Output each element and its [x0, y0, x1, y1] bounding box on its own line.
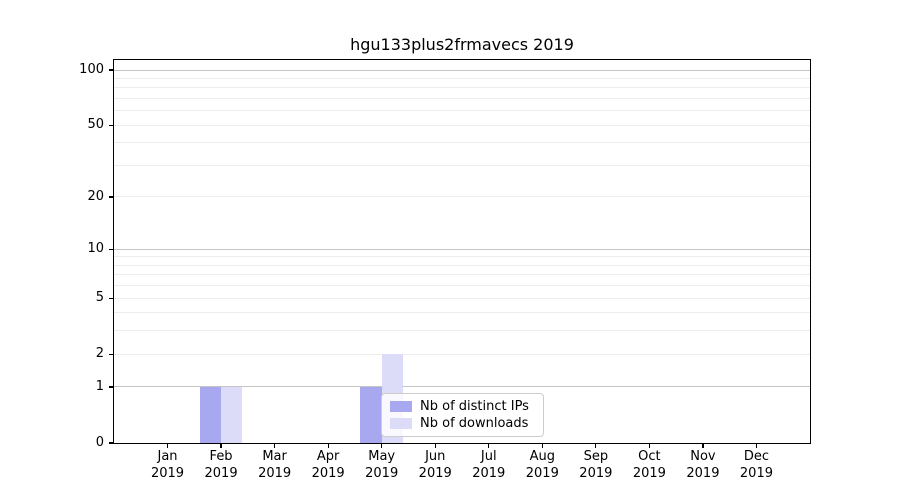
- x-tick-label: Jul 2019: [472, 449, 506, 481]
- gridline-minor: [114, 196, 810, 198]
- legend-entry-distinct-ips: Nb of distinct IPs: [390, 399, 535, 415]
- y-tick-label: 100: [79, 62, 104, 77]
- y-tick-label: 5: [95, 290, 104, 306]
- gridline-minor: [114, 285, 810, 287]
- x-tick: [541, 443, 543, 448]
- x-tick-label: Feb 2019: [204, 449, 238, 481]
- y-tick-label: 0: [95, 435, 104, 450]
- legend-swatch: [390, 401, 412, 412]
- y-tick: [109, 69, 114, 71]
- gridline-minor: [114, 97, 810, 99]
- x-tick: [327, 443, 329, 448]
- y-tick-label: 20: [87, 188, 104, 204]
- gridline-major: [114, 386, 810, 388]
- x-tick-label: Jan 2019: [150, 449, 185, 481]
- legend-label-downloads: Nb of downloads: [420, 415, 529, 431]
- gridline-major: [114, 248, 810, 250]
- y-tick-label: 50: [87, 117, 104, 133]
- y-tick: [109, 353, 114, 355]
- y-tick-label: 2: [95, 346, 104, 362]
- gridline-minor: [114, 264, 810, 266]
- gridline-minor: [114, 164, 810, 166]
- x-tick-label: Jun 2019: [418, 449, 452, 481]
- legend-entry-downloads: Nb of downloads: [390, 416, 535, 432]
- y-tick: [109, 297, 114, 299]
- x-tick: [702, 443, 704, 448]
- gridline-major: [114, 69, 810, 71]
- x-tick: [755, 443, 758, 448]
- x-tick: [166, 443, 169, 448]
- x-tick-label: Dec 2019: [739, 449, 773, 481]
- gridline-minor: [114, 142, 810, 144]
- gridline-minor: [114, 312, 810, 314]
- x-tick: [381, 443, 383, 448]
- bar-distinct-ips: [199, 386, 222, 443]
- y-tick: [109, 248, 114, 250]
- gridline-minor: [114, 124, 810, 126]
- gridline-minor: [114, 87, 810, 89]
- gridline-minor: [114, 297, 810, 299]
- x-tick-label: Sep 2019: [579, 449, 613, 481]
- y-tick-label: 1: [95, 378, 104, 394]
- gridline-minor: [114, 353, 810, 355]
- gridline-minor: [114, 330, 810, 332]
- x-tick: [274, 443, 276, 448]
- gridline-minor: [114, 77, 810, 79]
- y-tick: [109, 442, 114, 444]
- y-tick-label: 10: [87, 241, 104, 257]
- gridline-minor: [114, 274, 810, 276]
- x-tick-label: Oct 2019: [632, 449, 666, 481]
- x-tick-label: Nov 2019: [686, 449, 720, 481]
- y-tick: [109, 124, 114, 126]
- x-tick-label: May 2019: [365, 449, 399, 481]
- x-tick: [648, 443, 650, 448]
- x-tick-label: Apr 2019: [311, 449, 345, 481]
- x-tick: [488, 443, 490, 448]
- plot-area: Nb of distinct IPs Nb of downloads 0 1 2 5 1…: [79, 59, 811, 481]
- y-tick: [109, 386, 114, 388]
- y-tick: [109, 196, 114, 198]
- x-tick: [595, 443, 597, 448]
- gridline-minor: [114, 256, 810, 258]
- gridline-minor: [114, 110, 810, 112]
- legend-label-distinct-ips: Nb of distinct IPs: [420, 398, 529, 414]
- bar-downloads: [221, 386, 243, 443]
- chart-title: hgu133plus2frmavecs 2019: [350, 35, 574, 54]
- x-tick: [220, 443, 222, 448]
- bar-distinct-ips: [360, 386, 382, 443]
- x-tick: [434, 443, 436, 448]
- x-tick-label: Aug 2019: [525, 449, 559, 481]
- x-tick-label: Mar 2019: [258, 449, 292, 481]
- legend-swatch: [390, 418, 412, 429]
- legend: Nb of distinct IPs Nb of downloads: [381, 393, 544, 437]
